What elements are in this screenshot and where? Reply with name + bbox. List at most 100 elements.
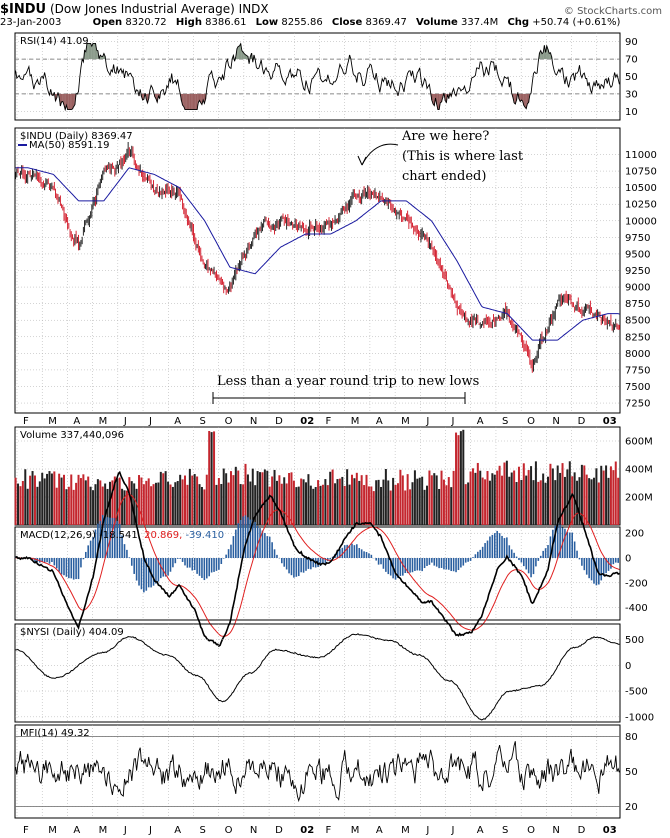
volume-bar [597, 482, 600, 525]
volume-bar [147, 478, 150, 525]
x-tick-label-bottom: S [199, 825, 205, 836]
volume-bar [421, 476, 424, 525]
volume-bar [259, 472, 262, 525]
volume-bar [503, 462, 506, 525]
volume-bar [588, 478, 591, 525]
volume-bar [205, 474, 208, 525]
volume-bar [118, 477, 121, 525]
volume-bar [101, 486, 104, 525]
macd-ytick-label: 0 [625, 554, 631, 565]
x-axis: F F M M A A M M J J J J A A S S O O N N D D 02 02 F F M M A A M M J J J J A A… [23, 416, 617, 836]
volume-bar [447, 477, 450, 525]
x-tick-label-price: S [502, 416, 508, 427]
price-ytick-label: 7750 [625, 365, 650, 376]
volume-bar [41, 472, 44, 525]
x-tick-label-bottom: 02 [300, 825, 314, 836]
volume-bar [217, 478, 220, 525]
exchange: INDX [238, 2, 269, 16]
x-tick-label-price: J [123, 416, 127, 427]
x-tick-label-bottom: D [275, 825, 283, 836]
volume-bar [152, 484, 155, 525]
volume-label: Volume [416, 17, 458, 28]
volume-bar [55, 487, 58, 525]
macd-signal-line [15, 494, 620, 637]
volume-bar [370, 486, 373, 525]
volume-bar [396, 483, 399, 525]
volume-title: Volume 337,440,096 [20, 430, 124, 441]
volume-bar [307, 474, 310, 525]
volume-bar [350, 474, 353, 525]
volume-panel: 200M 400M 600M Volume 337,440,096 [14, 426, 653, 526]
volume-bar [108, 481, 111, 525]
volume-bar [82, 474, 85, 525]
volume-bar [505, 460, 508, 525]
x-tick-label-price: S [199, 416, 205, 427]
volume-bar [234, 466, 237, 525]
volume-bar [459, 431, 462, 525]
stockcharts-brand[interactable]: © StockCharts.com [563, 6, 662, 17]
volume-bar [549, 463, 552, 525]
volume-bar [26, 488, 29, 525]
volume-bar [133, 483, 136, 525]
volume-bar [455, 432, 458, 525]
price-ytick-label: 8250 [625, 332, 650, 343]
volume-bar [433, 473, 436, 525]
volume-bar [561, 463, 564, 525]
volume-bar [517, 466, 520, 525]
quote-date: 23-Jan-2003 [0, 17, 62, 28]
volume-bar [488, 480, 491, 525]
volume-bar [280, 483, 283, 525]
volume-bar [128, 477, 131, 525]
symbol: $INDU [0, 2, 47, 17]
volume-bar [176, 481, 179, 525]
volume-bar [96, 479, 99, 525]
volume-bar [317, 480, 320, 525]
volume-bar [358, 480, 361, 525]
x-tick-label-bottom: J [451, 825, 455, 836]
annotation-arrow-curve [361, 143, 399, 166]
volume-bar [171, 486, 174, 525]
price-ytick-label: 9250 [625, 266, 650, 277]
volume-bar [84, 480, 87, 525]
volume-bar [442, 479, 445, 525]
volume-bar [193, 474, 196, 525]
chart-title-line: $INDU (Dow Jones Industrial Average) IND… [0, 2, 269, 17]
volume-bar [326, 485, 329, 525]
x-tick-label-price: F [23, 416, 29, 427]
volume-bar [520, 479, 523, 525]
volume-bar [380, 486, 383, 525]
volume-bar [314, 487, 317, 525]
volume-bar [510, 472, 513, 525]
volume-bar [111, 480, 114, 525]
x-tick-label-bottom: 03 [603, 825, 617, 836]
x-tick-label-bottom: F [326, 825, 332, 836]
volume-bar [513, 470, 516, 525]
x-tick-label-bottom: D [578, 825, 586, 836]
mfi-ytick-label: 20 [625, 802, 638, 813]
price-ytick-label: 9500 [625, 249, 650, 260]
price-ytick-label: 7500 [625, 382, 650, 393]
volume-bar [401, 475, 404, 525]
x-tick-label-bottom: O [225, 825, 233, 836]
nysi-frame [14, 623, 621, 723]
high-label: High [175, 17, 202, 28]
arrow-annotation-line-2: (This is where last [402, 149, 524, 164]
close-value: 8369.47 [365, 17, 407, 28]
volume-bar [438, 488, 441, 525]
volume-bar [297, 486, 300, 525]
volume-bar [229, 471, 232, 525]
volume-bar [578, 477, 581, 525]
price-title: $INDU (Daily) 8369.47 [20, 131, 133, 142]
volume-bar [33, 475, 36, 525]
x-tick-label-price: M [48, 416, 57, 427]
volume-bar [191, 475, 194, 525]
volume-bar [387, 480, 390, 525]
volume-bar [372, 491, 375, 525]
chg-value: +50.74 (+0.61%) [532, 17, 621, 28]
volume-bar [426, 485, 429, 525]
price-ytick-label: 10750 [625, 167, 657, 178]
volume-bar [583, 465, 586, 525]
volume-bar [607, 477, 610, 525]
macd-ytick-label: -400 [625, 603, 648, 614]
